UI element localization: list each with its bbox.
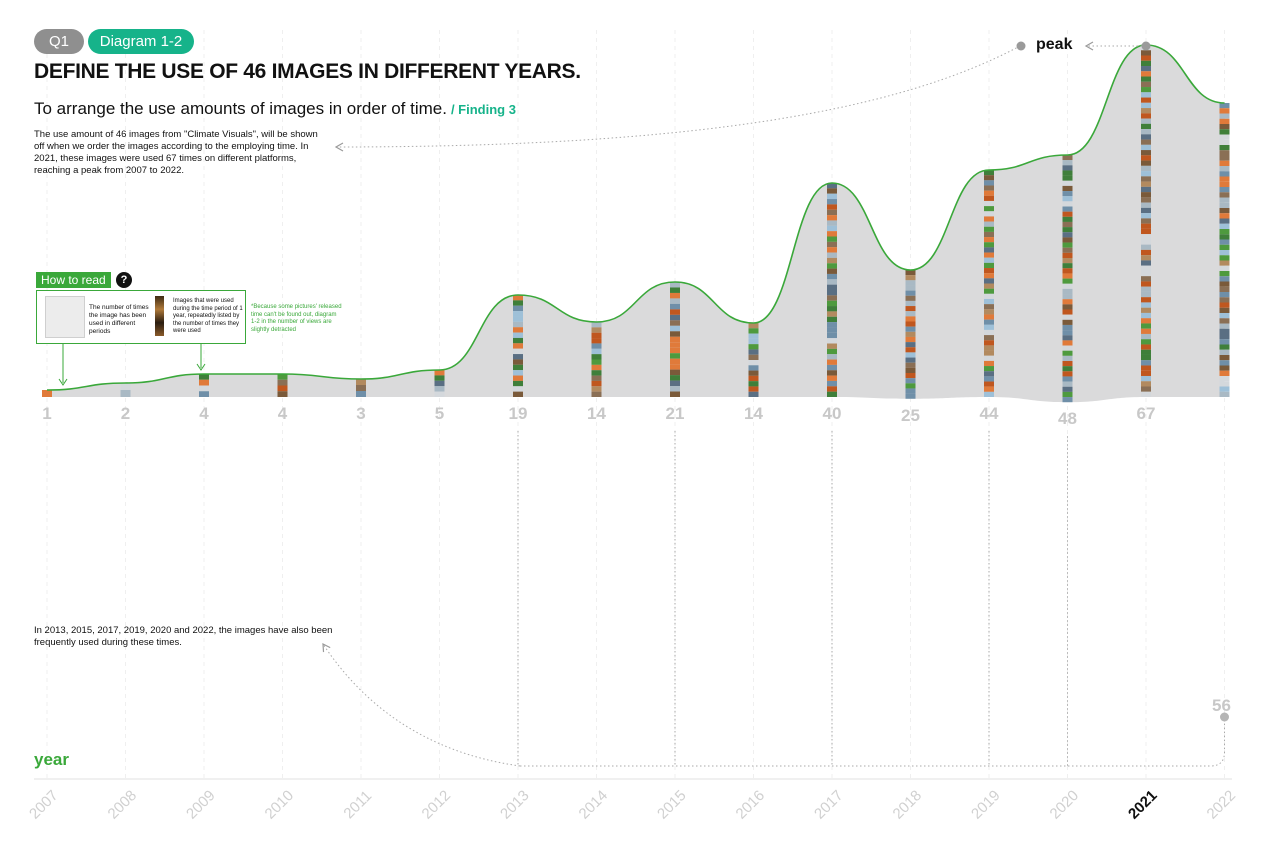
year-label: 2010 [262,787,298,823]
value-label: 4 [278,404,288,423]
frequent-years-note: In 2013, 2015, 2017, 2019, 2020 and 2022… [34,625,333,648]
year-label: 2007 [26,787,62,823]
year-label: 2018 [890,787,926,823]
image-strip [120,383,131,397]
usage-area [47,45,1225,403]
how-to-read-label: How to read [36,272,111,288]
value-label: 14 [744,404,763,423]
image-strip-icon [155,296,164,336]
intro-note: The use amount of 46 images from "Climat… [34,129,318,176]
value-label: 1 [42,404,51,423]
value-label: 5 [435,404,444,423]
year-label: 2022 [1204,787,1240,823]
image-strip [513,295,523,397]
finding-tag: / Finding 3 [450,102,516,117]
year-label: 2014 [576,787,612,823]
subtitle-text: To arrange the use amounts of images in … [34,99,447,118]
value-label: 44 [980,404,999,423]
year-label: 2013 [497,787,533,823]
image-strip [1219,103,1230,397]
image-strip [827,183,837,397]
guide-lines [322,41,1229,767]
image-strips [42,45,1230,403]
year-label: 2019 [968,787,1004,823]
year-labels: 2007 2008 2009 2010 2011 2012 2013 2014 2015 2016… [26,787,1239,823]
year-label-highlight: 2021 [1125,787,1161,823]
how-to-read-legend: How to read ? The number of times the im… [36,272,246,344]
usage-top-line [46,44,1225,391]
image-strip [1141,45,1151,397]
value-label: 48 [1058,409,1077,428]
year-label: 2015 [654,787,690,823]
value-label: 40 [823,404,842,423]
how-to-read-footnote: *Because some pictures' released time ca… [251,304,342,333]
peak-dot [1141,41,1151,51]
value-label: 25 [901,406,920,425]
diagram-tag: Diagram 1-2 [88,29,194,54]
value-label: 4 [199,404,209,423]
image-strip [42,390,52,397]
year-label: 2011 [340,787,375,822]
area-shape-icon [45,296,85,338]
value-label: 56 [1212,696,1231,715]
value-label: 21 [666,404,685,423]
value-label: 19 [509,404,528,423]
year-label: 2016 [733,787,769,823]
image-strip [434,370,445,397]
year-label: 2008 [105,787,141,823]
guide-line [520,722,1225,767]
image-strip [905,270,916,399]
frequent-note-arrow [322,642,521,767]
image-strip [1062,155,1073,403]
image-strip [356,379,366,397]
value-label: 3 [356,404,365,423]
x-axis-title: year [34,750,69,769]
value-label: 2 [121,404,130,423]
page-subtitle: To arrange the use amounts of images in … [34,99,516,119]
how-to-read-box: The number of times the image has been u… [36,290,246,344]
page-title: DEFINE THE USE OF 46 IMAGES IN DIFFERENT… [34,60,581,83]
peak-to-intro-arrow [334,45,1021,152]
image-strip [670,282,680,397]
value-label: 14 [587,404,606,423]
grid-lines [46,30,1225,779]
value-label: 67 [1137,404,1156,423]
help-icon: ? [116,272,132,288]
peak-origin-dot [1016,41,1026,51]
image-strip [748,323,759,397]
image-strip [277,374,288,397]
year-label: 2020 [1047,787,1083,823]
image-strip [591,322,602,397]
how-to-read-strip-text: Images that were used during the time pe… [173,298,243,334]
image-strip [199,374,209,397]
image-strip [984,170,994,397]
year-label: 2017 [811,787,847,823]
year-label: 2009 [183,787,219,823]
peak-label: peak [1036,36,1073,53]
guide-dot [1220,712,1229,722]
question-tag: Q1 [34,29,84,54]
year-label: 2012 [419,787,455,823]
how-to-read-shape-text: The number of times the image has been u… [89,304,149,335]
